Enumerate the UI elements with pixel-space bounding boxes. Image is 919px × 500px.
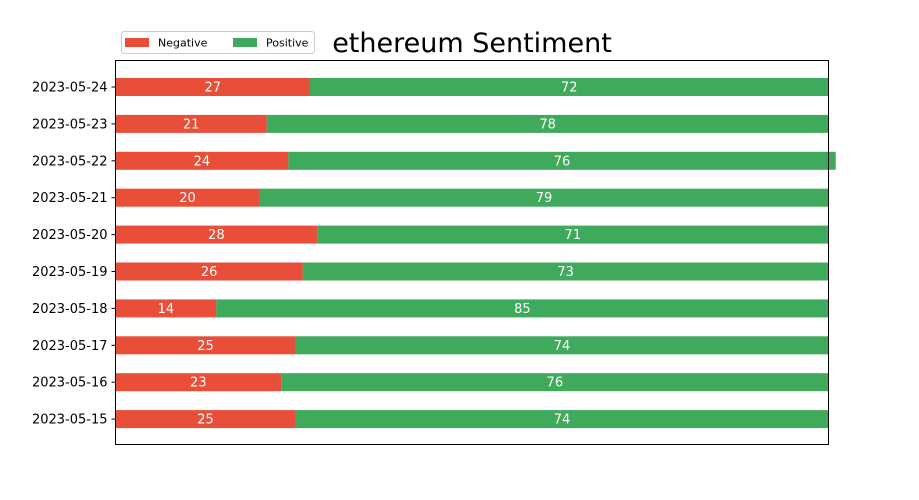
data-label-positive-2023-05-21: 79 xyxy=(536,191,553,206)
bar-positive-2023-05-15 xyxy=(295,410,829,429)
y-tick-label: 2023-05-23 xyxy=(32,117,108,132)
legend-box xyxy=(121,31,315,54)
data-label-negative-2023-05-18: 14 xyxy=(158,302,175,317)
data-label-negative-2023-05-16: 23 xyxy=(190,376,207,391)
data-label-positive-2023-05-23: 78 xyxy=(539,117,556,132)
data-label-negative-2023-05-20: 28 xyxy=(208,228,225,243)
y-tick-label: 2023-05-19 xyxy=(32,265,108,280)
data-label-negative-2023-05-17: 25 xyxy=(197,339,214,354)
bar-positive-2023-05-19 xyxy=(302,262,829,281)
chart-title: ethereum Sentiment xyxy=(332,28,612,59)
y-tick-label: 2023-05-21 xyxy=(32,191,108,206)
bar-negative-2023-05-15 xyxy=(115,410,296,429)
data-label-positive-2023-05-15: 74 xyxy=(554,413,571,428)
legend: Negative Positive xyxy=(121,31,315,54)
bar-positive-2023-05-24 xyxy=(309,78,829,96)
bar-negative-2023-05-17 xyxy=(115,336,296,355)
bar-negative-2023-05-18 xyxy=(115,299,217,318)
bar-negative-2023-05-16 xyxy=(115,373,282,392)
data-label-negative-2023-05-23: 21 xyxy=(183,117,200,132)
legend-label-negative: Negative xyxy=(158,37,208,50)
bars-layer: 25 74 23 76 25 74 14 85 26 73 28 71 20 79 24 76 21 78 27 72 xyxy=(115,78,836,429)
y-tick-label: 2023-05-16 xyxy=(32,376,108,391)
data-label-positive-2023-05-18: 85 xyxy=(514,302,531,317)
y-tick-label: 2023-05-18 xyxy=(32,302,108,317)
legend-swatch-positive xyxy=(233,38,257,47)
bar-positive-2023-05-18 xyxy=(216,299,829,318)
data-label-negative-2023-05-24: 27 xyxy=(204,81,221,96)
bar-positive-2023-05-21 xyxy=(259,188,829,207)
data-label-negative-2023-05-22: 24 xyxy=(194,154,211,169)
plot-frame xyxy=(115,60,829,445)
data-label-positive-2023-05-16: 76 xyxy=(547,376,564,391)
y-tick-label: 2023-05-20 xyxy=(32,228,108,243)
bar-positive-2023-05-22 xyxy=(288,151,836,170)
y-tick-label: 2023-05-17 xyxy=(32,339,108,354)
bar-negative-2023-05-20 xyxy=(115,225,318,244)
bar-positive-2023-05-23 xyxy=(266,114,829,133)
bar-positive-2023-05-20 xyxy=(317,225,829,244)
y-axis-ticks: 2023-05-15 2023-05-16 2023-05-17 2023-05-18… xyxy=(32,81,116,428)
data-label-negative-2023-05-15: 25 xyxy=(197,413,214,428)
bar-positive-2023-05-16 xyxy=(281,373,829,392)
bar-positive-2023-05-17 xyxy=(295,336,829,355)
bar-negative-2023-05-19 xyxy=(115,262,303,281)
data-label-positive-2023-05-20: 71 xyxy=(565,228,582,243)
data-label-positive-2023-05-19: 73 xyxy=(557,265,574,280)
bar-negative-2023-05-23 xyxy=(115,114,267,133)
data-label-positive-2023-05-22: 76 xyxy=(554,154,571,169)
y-tick-label: 2023-05-22 xyxy=(32,154,108,169)
bar-negative-2023-05-24 xyxy=(115,78,310,96)
data-label-negative-2023-05-21: 20 xyxy=(179,191,196,206)
bar-negative-2023-05-21 xyxy=(115,188,260,207)
bar-negative-2023-05-22 xyxy=(115,151,289,170)
data-label-negative-2023-05-19: 26 xyxy=(201,265,218,280)
data-label-positive-2023-05-17: 74 xyxy=(554,339,571,354)
y-tick-label: 2023-05-15 xyxy=(32,413,108,428)
data-label-positive-2023-05-24: 72 xyxy=(561,81,578,96)
legend-label-positive: Positive xyxy=(266,37,309,50)
y-tick-label: 2023-05-24 xyxy=(32,81,108,96)
legend-swatch-negative xyxy=(125,38,149,47)
